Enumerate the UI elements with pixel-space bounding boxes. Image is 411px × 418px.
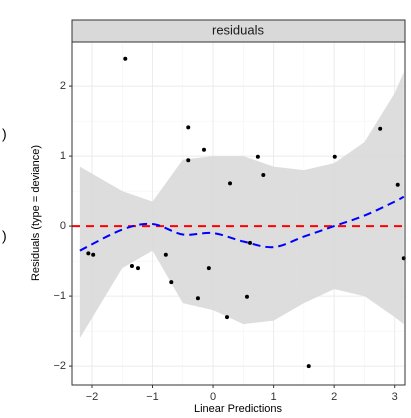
y-tick-label: 1 bbox=[60, 150, 66, 162]
x-axis-label: Linear Predictions bbox=[194, 403, 283, 415]
x-tick-label: 3 bbox=[392, 391, 398, 403]
y-tick-label: 0 bbox=[60, 220, 66, 232]
point bbox=[244, 294, 249, 299]
y-axis-label: Residuals (type = deviance) bbox=[30, 145, 42, 281]
point bbox=[195, 296, 200, 301]
point bbox=[395, 182, 400, 187]
point bbox=[135, 266, 140, 271]
strip-title: residuals bbox=[212, 22, 265, 37]
point bbox=[206, 266, 211, 271]
confidence-band bbox=[79, 72, 404, 339]
panel-border bbox=[71, 41, 406, 386]
point bbox=[248, 240, 253, 245]
point bbox=[378, 126, 383, 131]
cropped-text: ) bbox=[2, 228, 7, 244]
point bbox=[332, 154, 337, 159]
point bbox=[123, 56, 128, 61]
point bbox=[91, 252, 96, 257]
point bbox=[186, 125, 191, 130]
point bbox=[306, 364, 311, 369]
x-tick-label: −1 bbox=[146, 391, 159, 403]
point bbox=[129, 264, 134, 268]
y-tick-label: −1 bbox=[53, 290, 66, 302]
x-tick-label: 2 bbox=[331, 391, 337, 403]
x-tick-label: 0 bbox=[210, 391, 216, 403]
point bbox=[224, 315, 229, 320]
point bbox=[228, 181, 233, 186]
y-tick-label: −2 bbox=[53, 360, 66, 372]
x-tick-label: 1 bbox=[271, 391, 277, 403]
y-tick-label: 2 bbox=[60, 80, 66, 92]
point bbox=[86, 251, 91, 256]
point bbox=[169, 280, 174, 285]
point bbox=[261, 173, 266, 177]
cropped-text: ) bbox=[2, 126, 7, 142]
point bbox=[255, 154, 260, 159]
point bbox=[163, 252, 168, 257]
point bbox=[186, 158, 191, 163]
x-tick-label: −2 bbox=[86, 391, 99, 403]
point bbox=[201, 147, 206, 152]
smooth-line bbox=[79, 195, 405, 252]
